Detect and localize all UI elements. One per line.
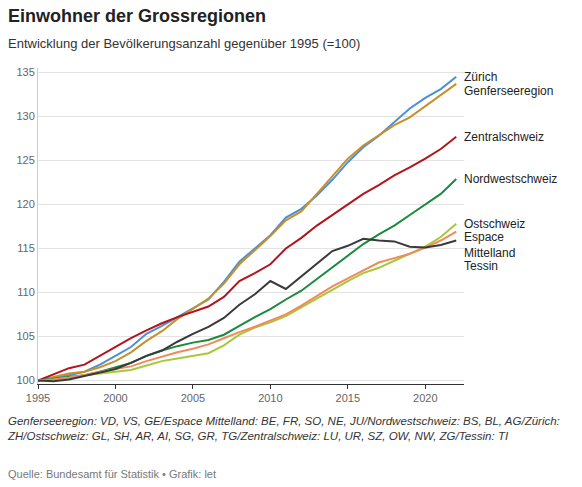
html-text:Quelle: Bundesamt für Statisti: Quelle: Bundesamt für Statistik • Grafik… [8,468,216,480]
svg-text:130: 130 [16,110,34,122]
svg-text:125: 125 [16,154,34,166]
svg-text:Ostschweiz: Ostschweiz [464,217,525,231]
svg-text:Genferseeregion: Genferseeregion [464,84,553,98]
svg-text:Nordwestschweiz: Nordwestschweiz [464,172,557,186]
svg-text:Tessin: Tessin [464,259,498,273]
svg-text:Zentralschweiz: Zentralschweiz [464,130,544,144]
svg-text:1995: 1995 [26,392,50,404]
html-text:Entwicklung der Bevölkerungsan: Entwicklung der Bevölkerungsanzahl gegen… [8,36,361,51]
svg-text:2010: 2010 [258,392,282,404]
svg-text:2020: 2020 [413,392,437,404]
svg-text:EspaceMittelland: EspaceMittelland [464,230,515,260]
html-text:Einwohner der Grossregionen: Einwohner der Grossregionen [8,6,266,26]
svg-text:110: 110 [17,286,35,298]
svg-text:115: 115 [17,242,35,254]
svg-text:Zürich: Zürich [464,70,497,84]
svg-text:120: 120 [16,198,34,210]
svg-text:100: 100 [16,374,34,386]
html-text:Genferseeregion: VD, VS, GE/Es: Genferseeregion: VD, VS, GE/Espace Mitte… [8,415,560,442]
svg-text:2000: 2000 [103,392,127,404]
svg-text:135: 135 [16,66,34,78]
svg-text:105: 105 [16,330,34,342]
svg-text:2005: 2005 [181,392,205,404]
svg-text:2015: 2015 [336,392,360,404]
